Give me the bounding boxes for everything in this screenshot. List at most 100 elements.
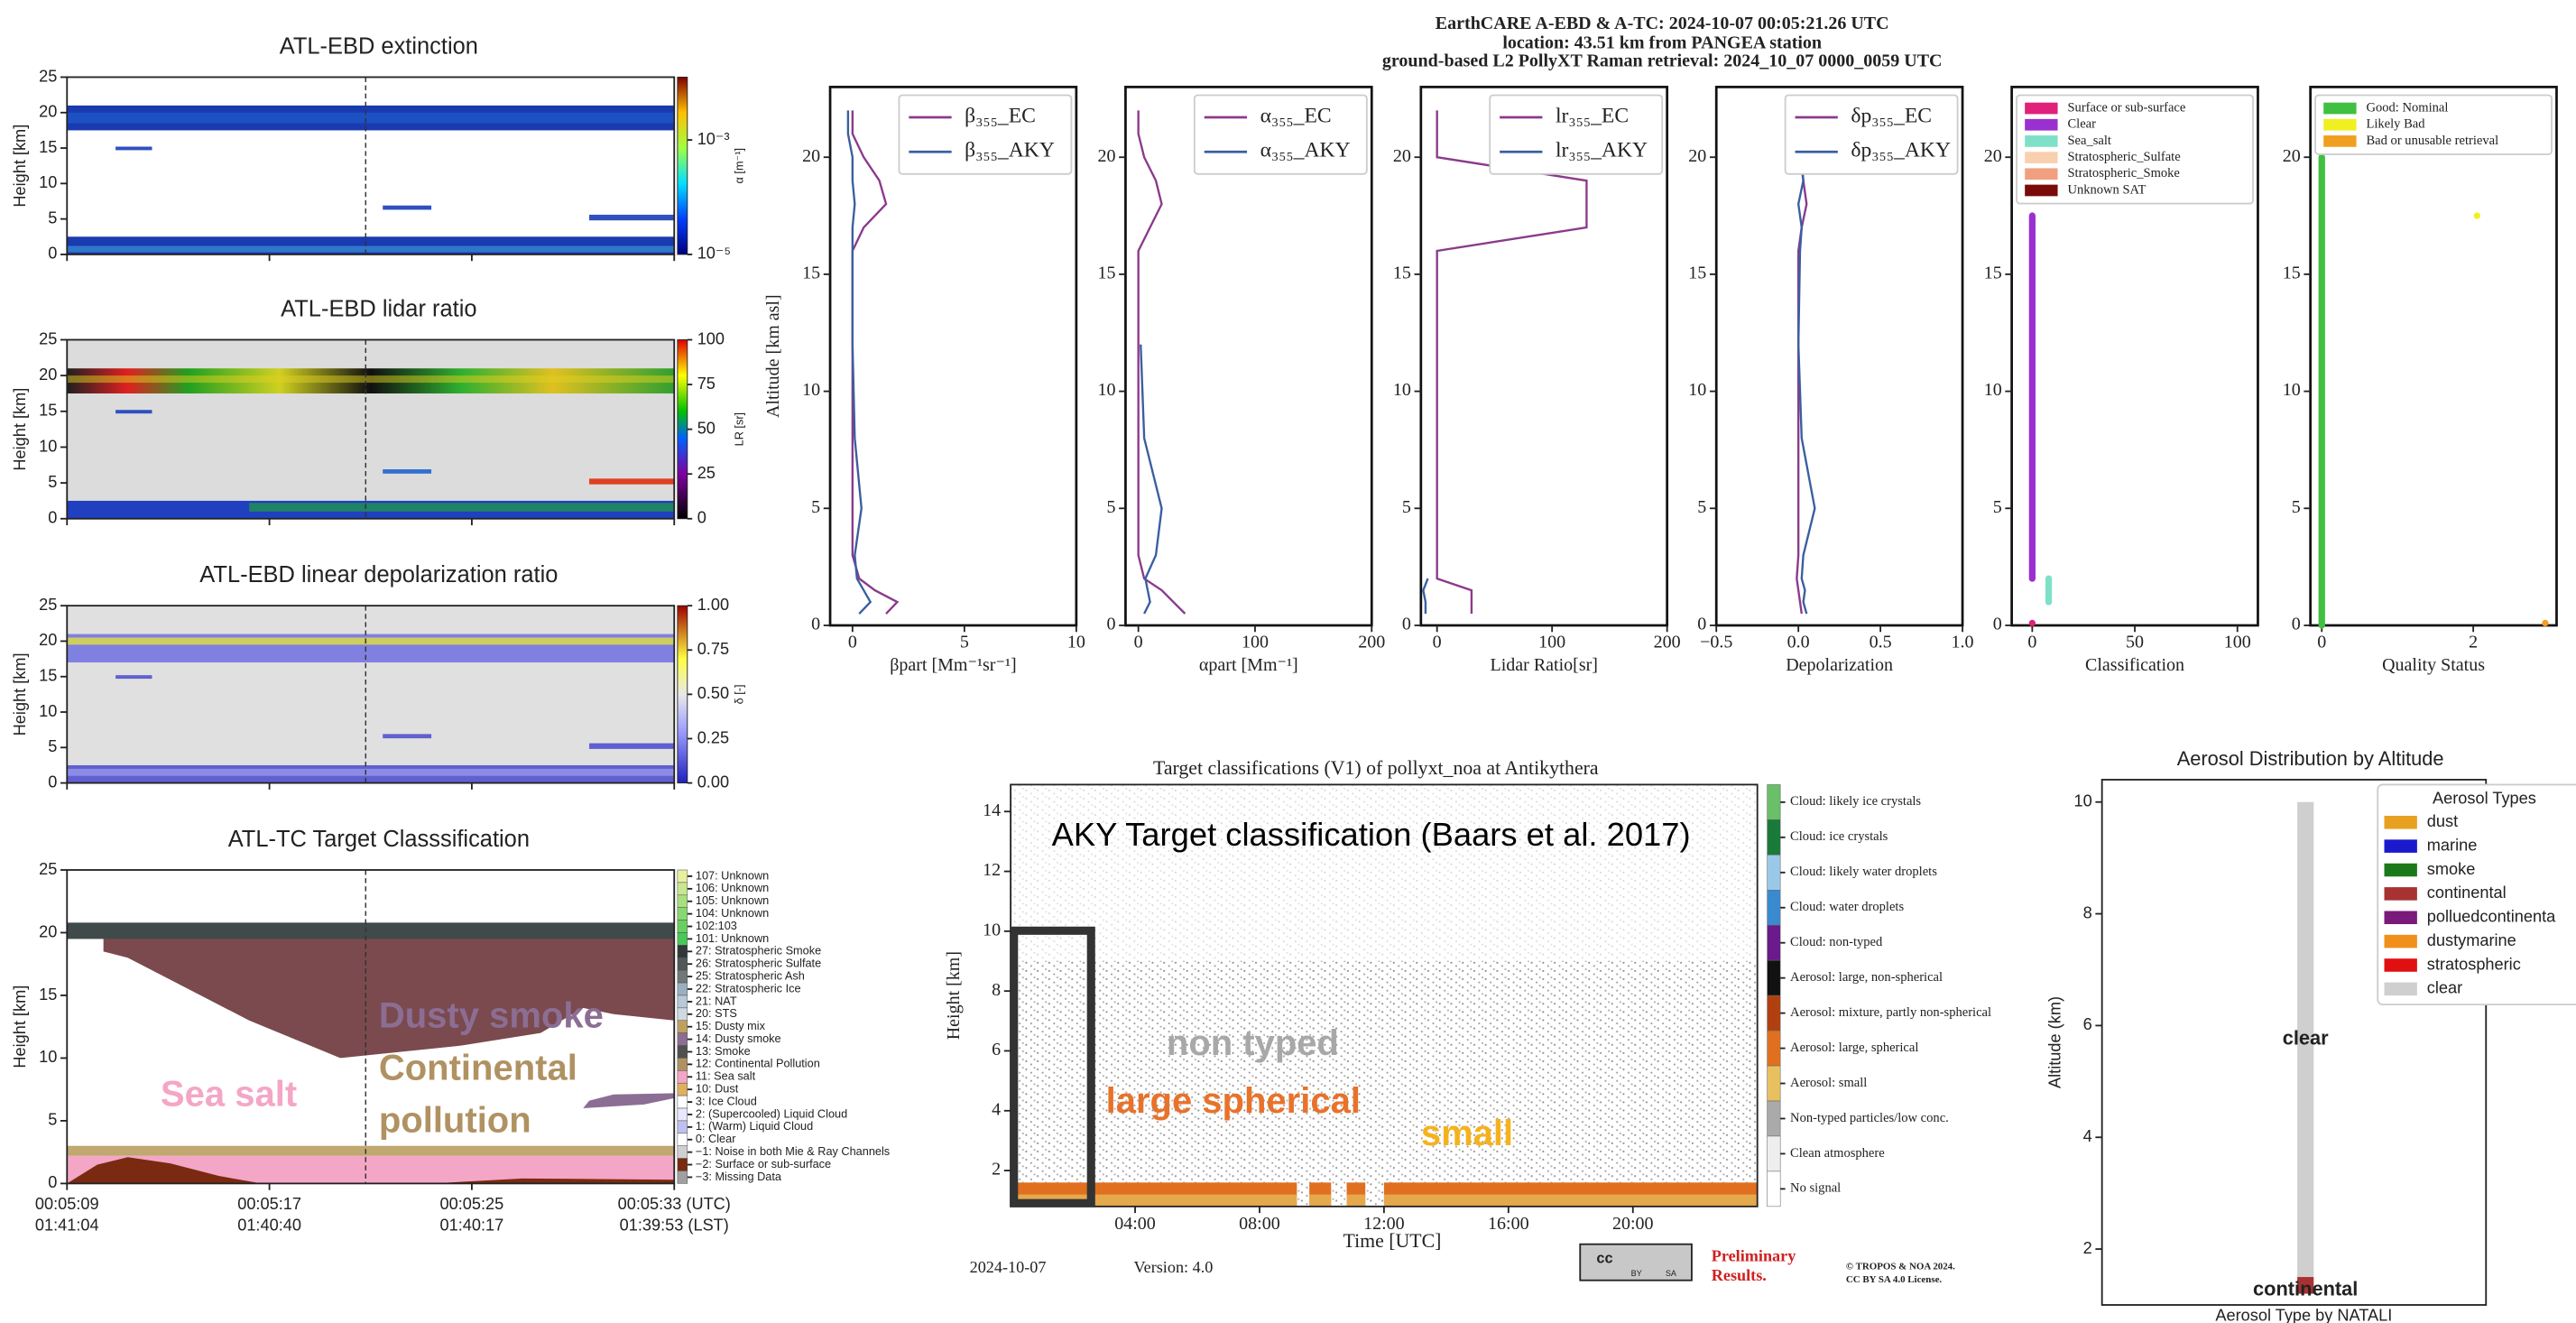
legend-box — [2377, 783, 2576, 1006]
y-tick-label: 0 — [48, 245, 57, 263]
colorbar-label: 25 — [697, 464, 716, 482]
annotation: Continental — [379, 1048, 577, 1087]
colorbar-label: 22: Stratospheric Ice — [696, 981, 801, 995]
x-tick-label: 01:39:53 (LST) — [620, 1216, 729, 1234]
colorbar-label: Non-typed particles/low conc. — [1790, 1111, 1949, 1125]
y-tick-label: 0 — [48, 1173, 57, 1191]
profile-line — [1137, 110, 1186, 615]
image-layer — [589, 478, 675, 485]
colorbar-segment — [1767, 890, 1781, 926]
colorbar-label: Aerosol: large, spherical — [1790, 1041, 1918, 1055]
colorbar-label: 75 — [697, 375, 716, 393]
legend-label: Stratospheric_Sulfate — [2067, 150, 2180, 164]
y-tick-label: 0 — [48, 773, 57, 791]
legend-box — [1784, 94, 1959, 175]
y-axis-label: Height [km] — [11, 985, 29, 1069]
colorbar-label: Aerosol: small — [1790, 1076, 1867, 1090]
y-tick-label: 15 — [1688, 264, 1706, 283]
image-layer — [383, 469, 432, 474]
legend-label: Bad or unusable retrieval — [2366, 134, 2498, 148]
colorbar-label: 10⁻⁵ — [697, 245, 731, 263]
legend-swatch — [2025, 102, 2058, 115]
plot-frame — [1124, 86, 1373, 627]
y-tick-label: 15 — [39, 985, 57, 1004]
y-tick-label: 20 — [1984, 146, 2002, 166]
chart-title: ATL-TC Target Classsification — [228, 827, 530, 852]
plot-frame — [828, 86, 1078, 627]
legend-label: marine — [2427, 836, 2478, 854]
legend-swatch — [2384, 887, 2417, 901]
colorbar-segment — [677, 1032, 688, 1046]
y-tick-label: 5 — [48, 1111, 57, 1129]
legend-label: Sea_salt — [2067, 134, 2110, 148]
colorbar-segment — [677, 1070, 688, 1084]
cc-icon-text: SA — [1666, 1269, 1677, 1278]
annotation: non typed — [1167, 1023, 1339, 1063]
header: EarthCARE A-EBD & A-TC: 2024-10-07 00:05… — [1382, 14, 1943, 71]
legend-swatch — [2323, 118, 2357, 131]
y-tick-label: 25 — [39, 860, 57, 878]
copyright: CC BY SA 4.0 License. — [1846, 1274, 1943, 1285]
image-layer — [67, 637, 675, 645]
y-tick-label: 10 — [2283, 380, 2301, 400]
y-tick-label: 10 — [39, 702, 57, 720]
image-layer — [67, 375, 675, 384]
image-layer — [383, 734, 432, 739]
copyright: © TROPOS & NOA 2024. — [1846, 1262, 1955, 1272]
colorbar-segment — [677, 907, 688, 921]
x-tick-label: 16:00 — [1488, 1214, 1529, 1234]
legend-label: continental — [2427, 884, 2507, 902]
x-tick-label: 100 — [1538, 633, 1565, 652]
colorbar-label: 100 — [697, 329, 725, 347]
colorbar-segment — [677, 945, 688, 958]
y-tick-label: 25 — [39, 329, 57, 347]
y-tick-label: 15 — [39, 138, 57, 156]
colorbar-segment — [1767, 855, 1781, 891]
legend-label: smoke — [2427, 860, 2476, 878]
colorbar-segment — [677, 1145, 688, 1159]
colorbar-segment — [1767, 1030, 1781, 1067]
y-tick-label: 5 — [1697, 497, 1706, 517]
colorbar-label: Clean atmosphere — [1790, 1146, 1885, 1161]
y-tick-label: 10 — [983, 920, 1001, 939]
colorbar-segment — [677, 1120, 688, 1134]
y-tick-label: 20 — [39, 365, 57, 384]
image-layer — [1011, 784, 1758, 962]
colorbar-segment — [1767, 924, 1781, 961]
legend-label: Surface or sub-surface — [2067, 100, 2185, 115]
y-tick-label: 20 — [1098, 146, 1116, 166]
colorbar-label: −3: Missing Data — [696, 1170, 782, 1183]
y-axis-label: Height [km] — [11, 125, 29, 208]
x-tick-label: 00:05:09 — [35, 1195, 99, 1213]
annotation: Dusty smoke — [379, 995, 604, 1035]
y-tick-label: 5 — [1402, 497, 1411, 517]
colorbar-label: 0: Clear — [696, 1132, 736, 1145]
colorbar-segment — [677, 957, 688, 971]
chart-title: ATL-EBD lidar ratio — [281, 296, 476, 321]
colorbar-segment — [677, 894, 688, 908]
y-tick-label: 0 — [1993, 615, 2002, 634]
colorbar-label: 107: Unknown — [696, 868, 769, 882]
colorbar-segment — [677, 1045, 688, 1059]
image-layer — [67, 922, 675, 939]
colorbar-segment — [677, 920, 688, 933]
legend-label: polluedcontinenta — [2427, 908, 2556, 926]
y-tick-label: 15 — [1098, 264, 1116, 283]
profile-line — [1422, 578, 1429, 615]
colorbar-segment — [677, 1058, 688, 1071]
legend-swatch — [2025, 168, 2058, 180]
image-layer — [67, 112, 675, 124]
colorbar-segment — [1767, 1100, 1781, 1137]
x-tick-label: 0 — [1433, 633, 1442, 652]
y-tick-label: 6 — [2083, 1015, 2092, 1033]
x-tick-label: 08:00 — [1239, 1214, 1280, 1234]
y-tick-label: 10 — [1098, 380, 1116, 400]
cc-icon-text: cc — [1596, 1250, 1612, 1266]
colorbar-label: 0.50 — [697, 684, 729, 702]
y-tick-label: 10 — [802, 380, 820, 400]
legend-label: α₃₅₅_AKY — [1260, 139, 1351, 162]
legend-box — [1489, 94, 1664, 175]
colorbar — [677, 77, 688, 255]
image-layer — [383, 205, 432, 210]
colorbar-label: Cloud: likely water droplets — [1790, 865, 1937, 879]
